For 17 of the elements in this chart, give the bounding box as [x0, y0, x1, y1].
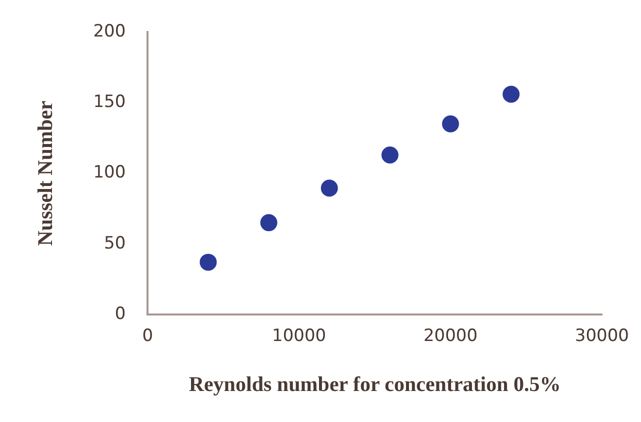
- point: [502, 86, 520, 103]
- point: [320, 180, 338, 197]
- y-tick-label: 150: [93, 92, 126, 112]
- x-tick-label: 0: [142, 326, 154, 346]
- x-axis-title: Reynolds number for concentration 0.5%: [188, 372, 561, 396]
- point: [381, 146, 398, 164]
- y-tick-label: 100: [93, 162, 126, 183]
- x-tick-label: 20000: [423, 326, 478, 346]
- y-axis-title: Nusselt Number: [33, 100, 58, 246]
- y-tick-label: 0: [114, 304, 126, 324]
- point: [260, 214, 278, 232]
- point: [200, 254, 217, 271]
- point: [442, 115, 460, 132]
- x-tick-label: 30000: [574, 326, 630, 346]
- x-tick-label: 10000: [272, 326, 326, 346]
- y-tick-label: 50: [104, 233, 126, 254]
- y-tick-label: 200: [93, 22, 126, 42]
